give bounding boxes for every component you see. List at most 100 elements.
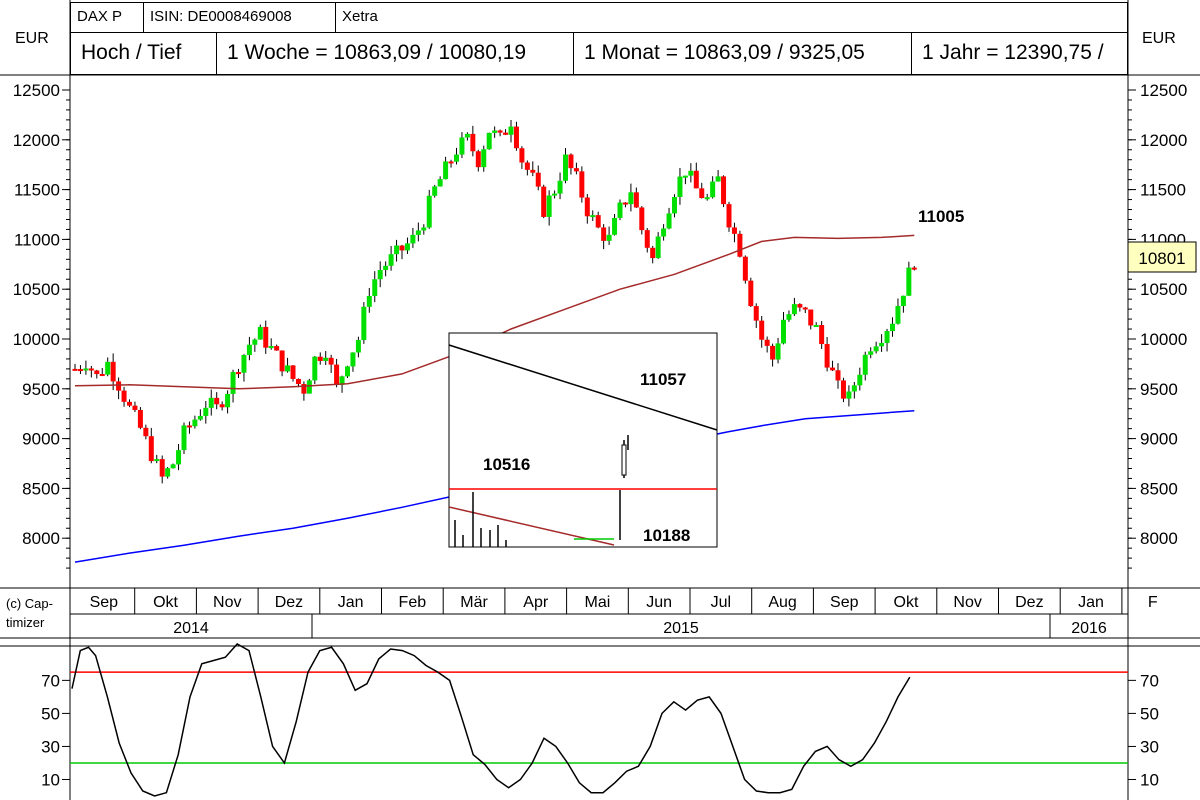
candle [759,316,765,348]
month-label: Apr [523,594,549,611]
candle [737,230,743,258]
candle-body [661,228,667,237]
candle-body [786,314,792,320]
candle [268,338,274,350]
candle-body [552,193,558,196]
candle-body [110,361,116,382]
candle [72,363,78,371]
candle-body [617,202,623,218]
candle-body [655,236,661,259]
candle-body [137,409,143,428]
candle-body [394,245,400,255]
candle [83,360,89,375]
candle [628,183,634,212]
year-label: 2014 [173,620,209,637]
candle-body [781,319,786,344]
candle [132,401,138,413]
candle-body [192,419,198,427]
month-label: F [1148,594,1158,611]
candle-body [323,357,329,361]
candle [295,378,301,388]
candle-body [879,342,885,347]
candle-body [246,344,252,355]
candle [208,389,214,416]
candle-body [895,305,901,324]
candle-body [541,186,547,217]
candle-body [595,215,601,228]
candle [459,132,465,159]
month-label: Sep [830,594,859,611]
inset-candle [621,444,627,476]
candle [94,369,100,379]
candle-body [900,295,906,306]
candle-body [535,172,541,187]
candle-body [851,385,857,392]
candle [704,193,710,201]
candle-body [590,215,596,218]
candle-body [170,464,176,469]
last-price-box [1127,241,1197,273]
month-label: Jul [711,594,731,611]
candle-body [846,391,852,399]
candle [879,334,885,352]
candle-body [770,345,776,360]
candle-body [513,126,519,149]
candle-body [819,325,825,345]
candle [802,306,808,314]
osc-right-label: 10 [1140,770,1159,789]
month-label: Jun [646,594,672,611]
candle [546,190,552,226]
candle [437,176,443,187]
candle-body [203,407,209,416]
candle-body [443,161,449,180]
candle [906,261,912,296]
candle [421,224,427,235]
candle [383,261,389,277]
osc-left-label: 10 [41,770,60,789]
inset-downtrend-label: 11057 [640,370,686,389]
candle [475,149,481,172]
candle-body [437,179,443,187]
candle-body [241,354,247,373]
candle-body [345,366,350,377]
candle-body [415,230,421,235]
candle-body [628,192,634,205]
candle-body [742,256,748,281]
candle-body [584,197,590,217]
candle [791,297,797,316]
candle-body [181,425,187,451]
candle-body [775,343,781,360]
candle [677,167,683,205]
left-tick-label: 12000 [13,131,60,150]
candle-body [546,195,552,217]
candle [154,454,160,464]
candle [176,444,182,471]
inset-resistance-label: 10516 [483,455,530,474]
candle-body [143,427,149,437]
week-cell: 1 Woche = 10863,09 / 10080,19 [216,32,574,75]
right-tick-label: 9500 [1140,380,1178,399]
candle-body [753,306,759,321]
candle [426,189,432,229]
candle [285,357,291,373]
candle [541,184,547,219]
candle [137,407,143,430]
candle-body [873,346,879,352]
osc-left-label: 30 [41,737,60,756]
year-label: 2015 [663,620,699,637]
candle-body [279,350,285,372]
candle [688,163,694,183]
candle [650,245,656,264]
candle-body [197,415,203,420]
candle-body [857,374,863,386]
left-tick-label: 8000 [22,529,60,548]
candle [404,237,410,254]
candle [410,227,416,248]
right-tick-label: 8000 [1140,529,1178,548]
candle-body [285,365,291,372]
candle [486,132,492,150]
candle [399,244,405,260]
candle [622,202,628,208]
candle [584,194,590,224]
